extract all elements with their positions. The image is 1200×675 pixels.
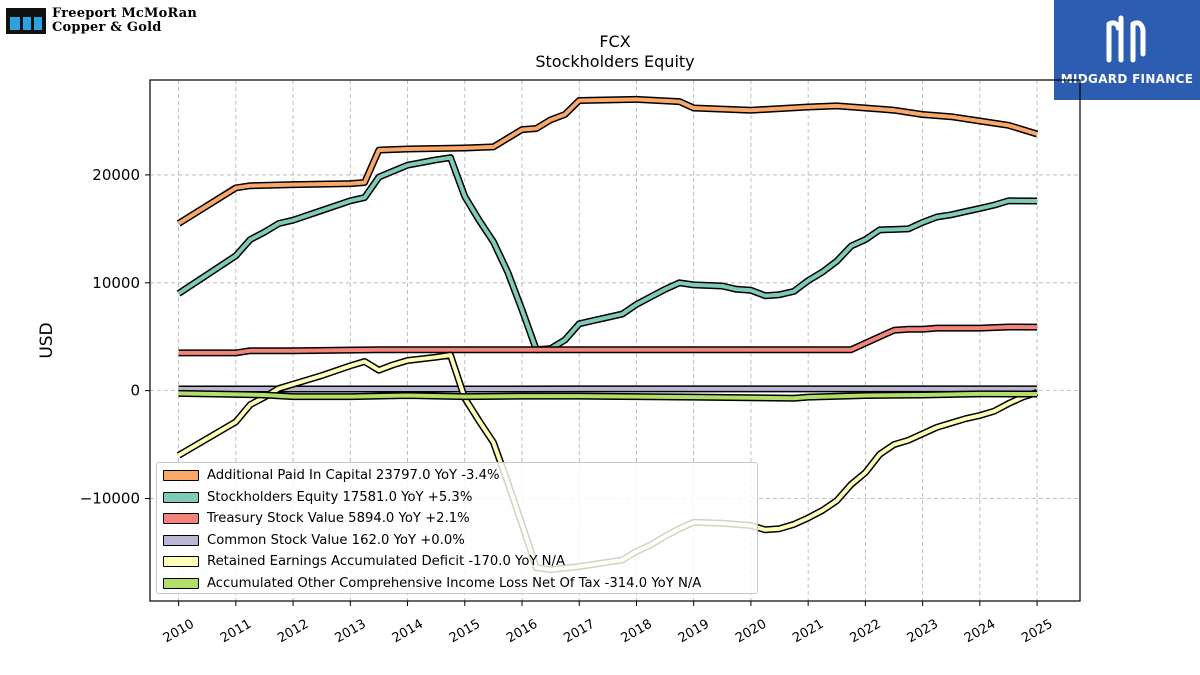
midgard-finance-logo: MIDGARD FINANCE bbox=[1054, 0, 1200, 100]
chart-legend: Additional Paid In Capital 23797.0 YoY -… bbox=[156, 462, 758, 594]
series-line-5 bbox=[178, 391, 1038, 401]
x-tick-label: 2018 bbox=[619, 617, 655, 647]
plot-frame bbox=[149, 79, 1081, 602]
x-tick-label: 2019 bbox=[676, 617, 712, 647]
freeport-logo: Freeport McMoRan Copper & Gold bbox=[6, 4, 197, 38]
x-tick-label: 2016 bbox=[504, 617, 540, 647]
legend-label: Common Stock Value 162.0 YoY +0.0% bbox=[207, 532, 465, 548]
freeport-logo-text: Freeport McMoRan Copper & Gold bbox=[52, 7, 197, 35]
legend-label: Additional Paid In Capital 23797.0 YoY -… bbox=[207, 468, 500, 484]
x-tick-label: 2013 bbox=[332, 617, 368, 647]
series-line-1 bbox=[177, 155, 1038, 352]
freeport-logo-line1: Freeport McMoRan bbox=[52, 6, 198, 21]
x-tick-label: 2021 bbox=[790, 617, 826, 647]
legend-item: Stockholders Equity 17581.0 YoY +5.3% bbox=[163, 487, 751, 509]
series-outline-0 bbox=[176, 95, 1039, 227]
legend-label: Treasury Stock Value 5894.0 YoY +2.1% bbox=[207, 511, 470, 527]
legend-item: Retained Earnings Accumulated Deficit -1… bbox=[163, 551, 751, 573]
x-tick-label: 2011 bbox=[218, 617, 254, 647]
x-tick-label: 2014 bbox=[390, 617, 426, 647]
midgard-finance-brand: MIDGARD FINANCE bbox=[1060, 72, 1194, 86]
legend-swatch bbox=[163, 491, 199, 503]
x-tick-label: 2023 bbox=[905, 617, 941, 647]
legend-label: Accumulated Other Comprehensive Income L… bbox=[207, 575, 702, 591]
legend-swatch bbox=[163, 470, 199, 482]
x-tick-label: 2025 bbox=[1019, 617, 1055, 647]
x-tick-label: 2024 bbox=[962, 617, 998, 647]
legend-label: Retained Earnings Accumulated Deficit -1… bbox=[207, 554, 565, 570]
chart-title-block: FCX Stockholders Equity bbox=[150, 32, 1080, 72]
y-tick-label: 10000 bbox=[92, 274, 140, 292]
x-tick-label: 2017 bbox=[561, 617, 597, 647]
legend-swatch bbox=[163, 534, 199, 546]
y-tick-label: 20000 bbox=[92, 166, 140, 184]
x-tick-label: 2020 bbox=[733, 617, 769, 647]
legend-item: Treasury Stock Value 5894.0 YoY +2.1% bbox=[163, 508, 751, 530]
legend-swatch bbox=[163, 513, 199, 525]
legend-label: Stockholders Equity 17581.0 YoY +5.3% bbox=[207, 489, 473, 505]
y-tick-label: −10000 bbox=[80, 490, 140, 508]
legend-item: Accumulated Other Comprehensive Income L… bbox=[163, 573, 751, 595]
series-line-2 bbox=[178, 325, 1038, 355]
midgard-emblem-icon bbox=[1106, 15, 1146, 63]
freeport-logo-line2: Copper & Gold bbox=[52, 20, 162, 35]
legend-item: Common Stock Value 162.0 YoY +0.0% bbox=[163, 530, 751, 552]
y-axis-label: USD bbox=[37, 322, 57, 358]
chart-title: FCX bbox=[599, 32, 631, 51]
series-line-0 bbox=[177, 97, 1038, 226]
legend-item: Additional Paid In Capital 23797.0 YoY -… bbox=[163, 465, 751, 487]
fcx-logo-mark bbox=[6, 8, 46, 34]
x-tick-label: 2010 bbox=[161, 617, 197, 647]
x-tick-label: 2015 bbox=[447, 617, 483, 647]
y-tick-label: 0 bbox=[130, 382, 140, 400]
legend-swatch bbox=[163, 577, 199, 589]
x-tick-label: 2022 bbox=[848, 617, 884, 647]
legend-swatch bbox=[163, 556, 199, 568]
chart-subtitle: Stockholders Equity bbox=[535, 52, 695, 71]
x-tick-label: 2012 bbox=[275, 617, 311, 647]
